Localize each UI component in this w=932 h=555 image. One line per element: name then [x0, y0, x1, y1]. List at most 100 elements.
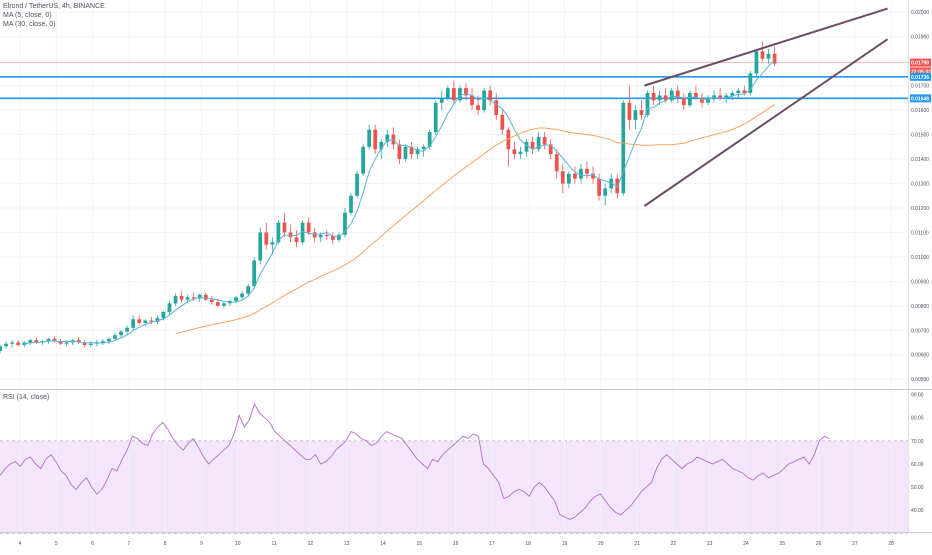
candle-body — [349, 195, 353, 213]
pane-separator[interactable] — [0, 389, 932, 390]
candle-body — [155, 318, 160, 322]
price-tick-label: 0.02000 — [911, 10, 929, 16]
candle-body — [439, 97, 444, 103]
rsi-legend[interactable]: RSI (14, close) — [3, 394, 50, 401]
candle-body — [675, 90, 680, 98]
time-tick-label: 15 — [417, 541, 423, 547]
candle-body — [415, 149, 420, 155]
candle-body — [113, 335, 117, 339]
price-tick-label: 0.01700 — [911, 84, 929, 90]
candle-body — [58, 341, 63, 344]
trendline — [644, 7, 888, 87]
candle-body — [337, 234, 341, 240]
candle-body — [633, 110, 638, 120]
trendline — [643, 38, 889, 207]
time-tick-label: 19 — [562, 541, 568, 547]
candle-body — [579, 168, 583, 179]
candle-body — [282, 222, 287, 233]
trendline-layer[interactable] — [643, 7, 889, 207]
rsi-tick-label: 50.00 — [911, 485, 924, 491]
candle-layer[interactable] — [0, 41, 777, 354]
price-tag — [910, 72, 931, 81]
candle-body — [663, 95, 668, 101]
candle-body — [554, 154, 559, 172]
candle-body — [46, 338, 51, 342]
candle-body — [621, 102, 626, 194]
time-tick-label: 24 — [743, 541, 749, 547]
candle-body — [76, 340, 81, 343]
candle-body — [536, 137, 541, 150]
candle-body — [657, 95, 662, 101]
rsi-line — [0, 402, 830, 520]
grid-layer — [0, 0, 908, 531]
time-tick-label: 8 — [164, 541, 167, 547]
candle-body — [518, 151, 523, 155]
candle-body — [730, 92, 735, 96]
time-tick-label: 13 — [344, 541, 350, 547]
rsi-tick-label: 70.00 — [911, 439, 924, 445]
candle-body — [476, 105, 480, 111]
candle-body — [742, 90, 747, 93]
candle-body — [252, 260, 257, 287]
rsi-band-layer — [0, 440, 908, 534]
rsi-tick-label: 80.00 — [911, 416, 924, 422]
candle-body — [4, 343, 8, 347]
candle-body — [566, 173, 571, 184]
candle-body — [161, 311, 166, 319]
price-tick-label: 0.01100 — [911, 230, 929, 236]
time-tick-label: 17 — [489, 541, 495, 547]
price-tick-label: 0.01500 — [911, 133, 929, 139]
candle-body — [179, 296, 184, 300]
price-axis-separator — [908, 0, 909, 532]
candle-body — [258, 232, 263, 261]
candle-body — [264, 232, 269, 245]
candle-body — [573, 173, 577, 179]
price-tag — [910, 67, 931, 76]
candle-body — [687, 92, 692, 106]
candle-body — [367, 129, 372, 147]
candle-body — [409, 146, 414, 155]
candle-body — [216, 302, 220, 306]
candle-body — [149, 320, 154, 322]
price-tag — [910, 94, 931, 103]
candle-body — [52, 338, 57, 342]
candle-body — [427, 132, 432, 147]
candle-body — [276, 222, 281, 243]
candle-body — [627, 102, 632, 120]
candle-body — [294, 237, 299, 243]
candle-body — [445, 88, 450, 98]
candle-body — [101, 341, 105, 343]
time-tick-label: 11 — [271, 541, 276, 547]
candle-body — [470, 95, 474, 106]
candle-body — [167, 303, 172, 312]
candle-body — [458, 88, 462, 101]
time-tick-label: 23 — [707, 541, 713, 547]
time-tick-label: 6 — [91, 541, 94, 547]
candle-body — [324, 234, 329, 237]
candle-body — [712, 95, 716, 98]
chart-title: Elrond / TetherUS, 4h, BINANCE — [3, 3, 105, 10]
candle-body — [766, 53, 771, 59]
candle-body — [288, 232, 293, 238]
price-tick-label: 0.01000 — [911, 255, 929, 261]
candle-body — [137, 319, 142, 323]
candle-body — [107, 338, 111, 342]
rsi-layer — [0, 402, 830, 520]
candle-body — [10, 342, 15, 344]
time-tick-label: 27 — [852, 541, 858, 547]
price-tick-label: 0.01900 — [911, 35, 929, 41]
time-tick-label: 16 — [453, 541, 459, 547]
ma-fast-legend[interactable]: MA (5, close, 0) — [3, 12, 52, 19]
candle-body — [597, 178, 601, 196]
candle-body — [318, 234, 323, 238]
candle-body — [488, 90, 493, 101]
candle-body — [234, 297, 238, 301]
price-tag — [910, 58, 931, 67]
candle-body — [397, 144, 402, 160]
time-tick-label: 20 — [598, 541, 604, 547]
ma-slow-legend[interactable]: MA (30, close, 0) — [3, 21, 56, 28]
candle-body — [64, 342, 69, 344]
candle-body — [433, 102, 438, 133]
